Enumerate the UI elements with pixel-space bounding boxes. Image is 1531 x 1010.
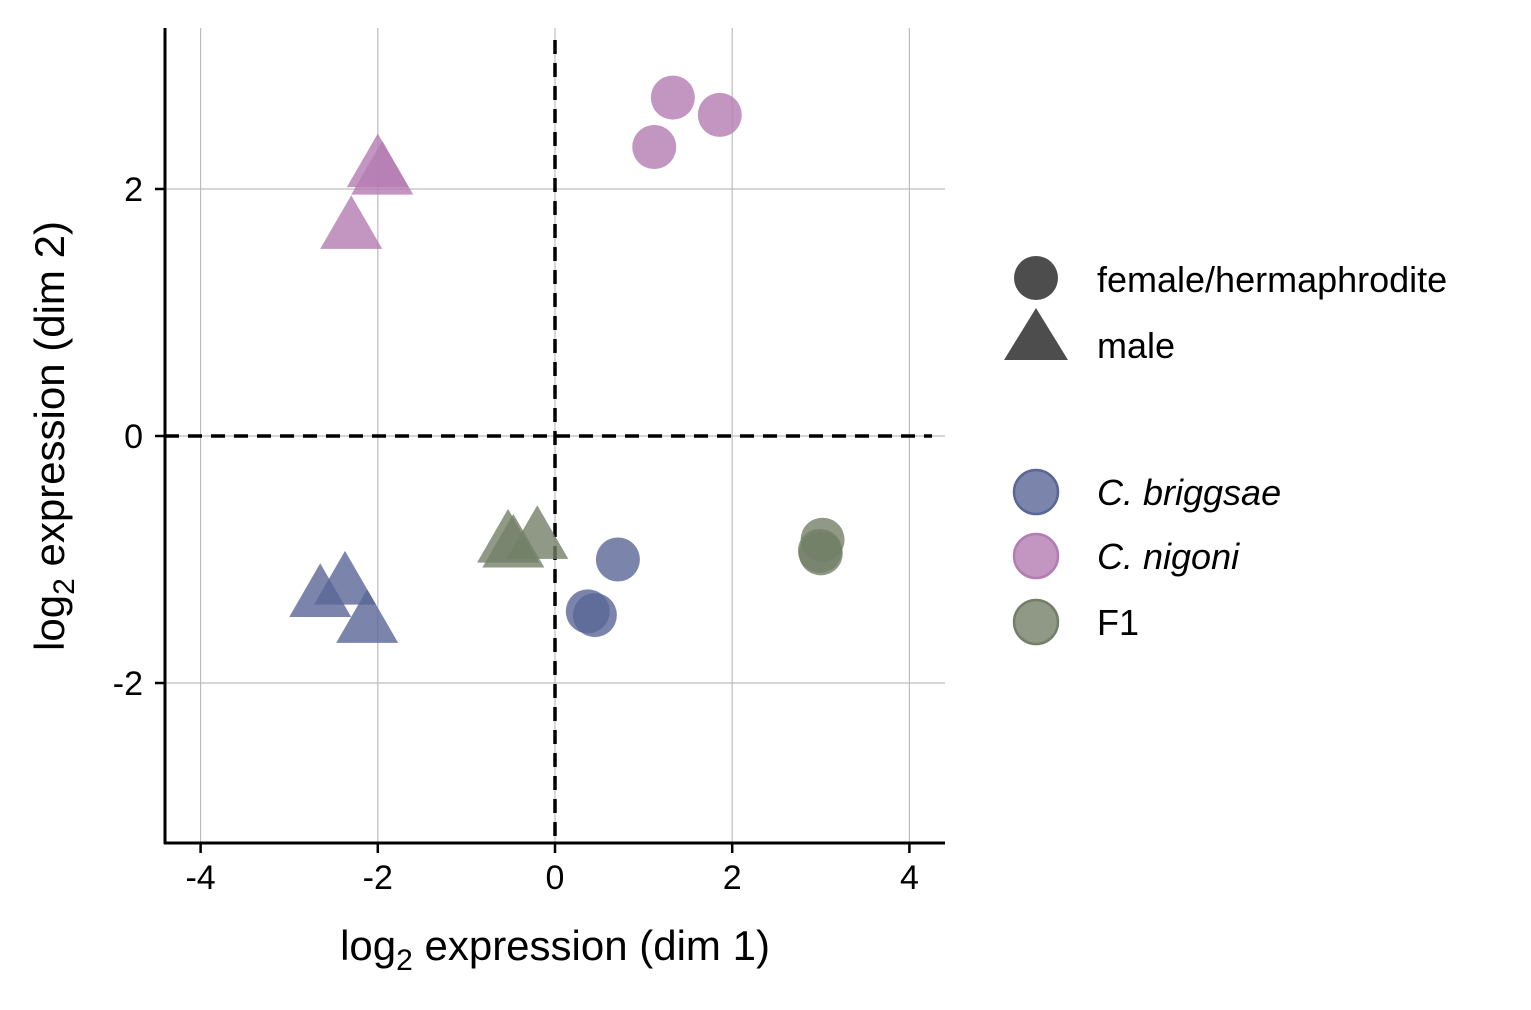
legend-circle-icon (1014, 256, 1058, 300)
legend-color-swatch (1012, 468, 1060, 516)
x-tick-label: 4 (900, 859, 919, 897)
point-c-nigoni-circle (697, 92, 742, 137)
point-f1-triangle (506, 505, 569, 559)
point-c-briggsae-circle (572, 593, 617, 638)
x-axis-title-base: log (340, 922, 396, 969)
y-axis-title: log2 expression (dim 2) (26, 221, 81, 651)
tick-labels: -4 -2 0 2 4 -2 0 2 (113, 171, 919, 897)
x-axis-title-rest: expression (dim 1) (413, 922, 770, 969)
legend-shape-label: male (1097, 325, 1175, 366)
data-points (289, 75, 845, 643)
point-c-nigoni-triangle (351, 140, 414, 195)
legend-shape-label: female/hermaphrodite (1097, 259, 1447, 300)
point-c-nigoni-circle (632, 125, 677, 170)
y-tick-label: -2 (113, 665, 143, 703)
legend-group-label: F1 (1097, 602, 1139, 643)
point-c-nigoni-circle (650, 75, 695, 120)
y-tick-label: 2 (124, 171, 143, 209)
x-tick-label: 2 (723, 859, 742, 897)
y-axis-title-base: log (26, 595, 73, 651)
x-tick-label: 0 (546, 859, 565, 897)
point-c-briggsae-circle (595, 537, 640, 582)
point-c-briggsae-triangle (314, 550, 377, 605)
x-axis-title-subscript: 2 (396, 944, 413, 977)
legend: female/hermaphrodite male C. briggsae C. ni… (1004, 256, 1447, 646)
legend-group-label: C. nigoni (1097, 536, 1240, 577)
y-axis-title-rest: expression (dim 2) (26, 221, 73, 578)
legend-group-label: C. briggsae (1097, 472, 1281, 513)
reference-lines (165, 40, 932, 843)
y-axis-title-subscript: 2 (48, 578, 81, 595)
legend-triangle-icon (1004, 308, 1068, 360)
legend-color-swatch (1012, 532, 1060, 580)
axes (155, 28, 945, 853)
point-c-briggsae-triangle (336, 589, 399, 643)
legend-color-swatch (1012, 598, 1060, 646)
point-c-nigoni-triangle (320, 195, 383, 249)
y-tick-label: 0 (124, 418, 143, 456)
point-f1-circle (798, 531, 843, 576)
x-tick-label: -4 (185, 859, 215, 897)
x-tick-label: -2 (363, 859, 393, 897)
x-axis-title: log2 expression (dim 1) (340, 922, 770, 977)
